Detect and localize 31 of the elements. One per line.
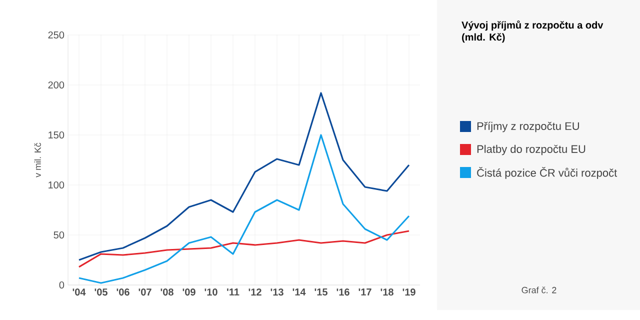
y-tick-label: 250 [48,31,64,39]
y-tick-label: 50 [54,231,64,239]
x-tick-label: '05 [94,288,108,296]
text: Graf č. 2 [522,286,556,294]
x-tick-label: '12 [248,288,262,296]
x-tick-label: '18 [380,288,394,296]
x-tick-label: '13 [270,288,284,296]
x-tick-label: '17 [358,288,372,296]
y-axis-title: v mil. Kč [34,142,41,178]
y-tick-label: 0 [59,281,64,289]
x-tick-label: '09 [182,288,196,296]
text: Vývoj příjmů z rozpočtu a odv [462,20,604,31]
line-series [78,134,410,284]
x-tick-label: '10 [204,288,218,296]
x-tick-label: '14 [292,288,306,296]
x-tick-label: '16 [336,288,350,296]
line-series [78,92,410,261]
legend-label: Čistá pozice ČR vůči rozpočt [477,167,618,179]
x-tick-label: '19 [402,288,416,296]
y-tick-label: 150 [48,131,64,139]
x-tick-label: '07 [138,288,152,296]
x-tick-label: '15 [314,288,328,296]
legend-label: Příjmy z rozpočtu EU [477,122,579,132]
legend-label: Platby do rozpočtu EU [477,144,586,156]
y-tick-label: 200 [48,81,64,89]
y-tick-label: 100 [48,181,64,189]
x-tick-label: '08 [160,288,174,296]
x-tick-label: '11 [227,288,240,296]
text: (mld. Kč) [462,33,505,43]
x-tick-label: '04 [72,288,86,296]
x-tick-label: '06 [116,288,130,296]
